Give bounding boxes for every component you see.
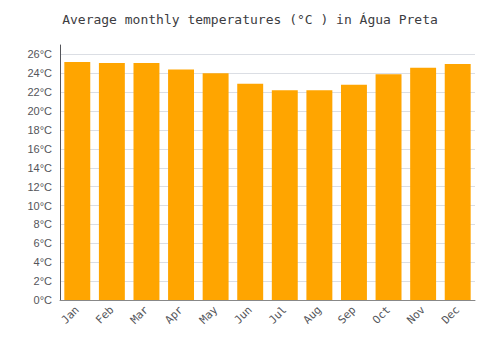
svg-text:Jan: Jan	[59, 303, 82, 326]
svg-text:16°C: 16°C	[27, 143, 52, 155]
svg-text:Feb: Feb	[93, 303, 116, 326]
svg-text:Mar: Mar	[128, 303, 151, 326]
svg-text:Oct: Oct	[370, 303, 393, 326]
svg-text:22°C: 22°C	[27, 86, 52, 98]
svg-text:10°C: 10°C	[27, 200, 52, 212]
svg-text:24°C: 24°C	[27, 67, 52, 79]
svg-text:Apr: Apr	[162, 303, 185, 326]
svg-text:4°C: 4°C	[34, 256, 53, 268]
svg-text:8°C: 8°C	[34, 218, 53, 230]
svg-text:12°C: 12°C	[27, 181, 52, 193]
svg-text:Dec: Dec	[439, 303, 462, 326]
svg-text:Nov: Nov	[404, 303, 427, 326]
svg-text:0°C: 0°C	[34, 294, 53, 306]
svg-text:14°C: 14°C	[27, 162, 52, 174]
svg-text:Jun: Jun	[232, 303, 255, 326]
svg-text:20°C: 20°C	[27, 105, 52, 117]
svg-text:May: May	[197, 303, 220, 326]
svg-text:2°C: 2°C	[34, 275, 53, 287]
svg-text:Jul: Jul	[266, 303, 289, 326]
svg-text:Average monthly temperatures (: Average monthly temperatures (°C ) in Ág…	[62, 12, 438, 27]
svg-text:Sep: Sep	[335, 303, 358, 326]
svg-text:18°C: 18°C	[27, 124, 52, 136]
svg-text:6°C: 6°C	[34, 237, 53, 249]
svg-text:Aug: Aug	[301, 303, 324, 326]
svg-text:26°C: 26°C	[27, 48, 52, 60]
